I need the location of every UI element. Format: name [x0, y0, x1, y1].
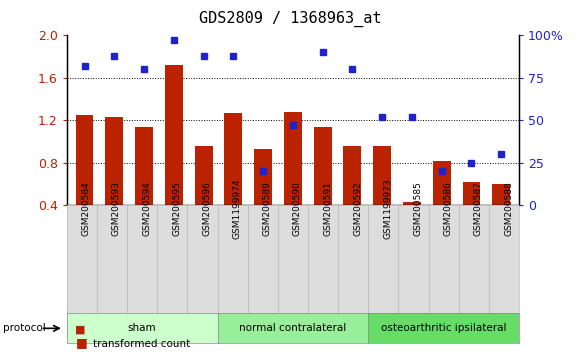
Text: GSM200591: GSM200591	[323, 181, 332, 236]
Bar	[433, 161, 451, 205]
Text: GSM200587: GSM200587	[474, 181, 483, 236]
Bar	[343, 146, 361, 205]
Bar	[314, 127, 332, 205]
Bar	[224, 113, 242, 205]
Text: GSM1199973: GSM1199973	[383, 178, 393, 239]
Text: GSM200585: GSM200585	[414, 181, 423, 236]
Text: GSM200592: GSM200592	[353, 181, 362, 236]
Bar	[135, 127, 153, 205]
Text: GSM1199974: GSM1199974	[233, 178, 242, 239]
Text: GSM200596: GSM200596	[202, 181, 212, 236]
Bar	[106, 117, 123, 205]
Bar	[75, 115, 93, 205]
Text: GSM200593: GSM200593	[112, 181, 121, 236]
Text: ■: ■	[75, 324, 86, 334]
Text: osteoarthritic ipsilateral: osteoarthritic ipsilateral	[381, 323, 506, 333]
Bar	[284, 112, 302, 205]
Text: transformed count: transformed count	[93, 339, 190, 349]
Bar	[374, 146, 391, 205]
Text: ■: ■	[75, 336, 87, 349]
Text: GSM200595: GSM200595	[172, 181, 182, 236]
Text: GSM200588: GSM200588	[504, 181, 513, 236]
Bar	[403, 202, 421, 205]
Text: GSM200586: GSM200586	[444, 181, 453, 236]
Text: GSM200584: GSM200584	[82, 181, 91, 236]
Text: GSM200594: GSM200594	[142, 181, 151, 236]
Text: GSM200589: GSM200589	[263, 181, 272, 236]
Text: normal contralateral: normal contralateral	[240, 323, 346, 333]
Text: sham: sham	[128, 323, 157, 333]
Bar	[195, 146, 212, 205]
Bar	[492, 184, 510, 205]
Text: GDS2809 / 1368963_at: GDS2809 / 1368963_at	[199, 11, 381, 27]
Bar	[254, 149, 272, 205]
Bar	[463, 182, 480, 205]
Text: protocol: protocol	[3, 323, 46, 333]
Text: GSM200590: GSM200590	[293, 181, 302, 236]
Bar	[165, 65, 183, 205]
